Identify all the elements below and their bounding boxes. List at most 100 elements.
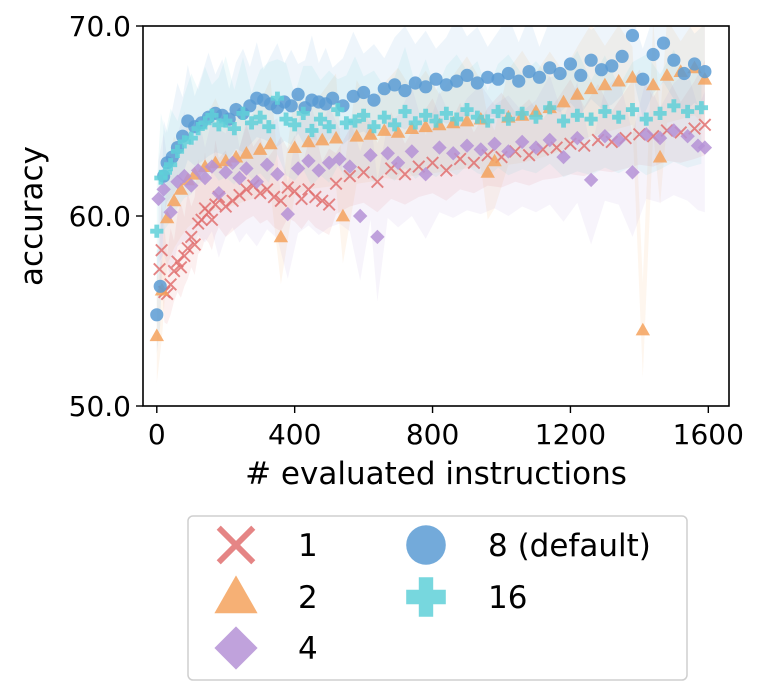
point-s3-22 xyxy=(284,99,298,113)
point-s4-47 xyxy=(584,112,598,126)
point-s0-10 xyxy=(184,230,198,244)
point-s2-8 xyxy=(204,159,220,174)
legend: 1 2 4 8 (default) 16 xyxy=(187,515,688,681)
point-s3-59 xyxy=(646,47,660,62)
point-s1-17 xyxy=(315,132,330,146)
point-s4-3 xyxy=(163,158,178,172)
point-s1-28 xyxy=(459,113,475,127)
point-s1-21 xyxy=(363,127,378,140)
point-s3-1 xyxy=(153,279,167,293)
point-s2-6 xyxy=(190,163,206,178)
point-s3-40 xyxy=(450,74,464,88)
point-s1-45 xyxy=(659,68,675,81)
point-s1-48 xyxy=(697,72,713,85)
x-tick-label: 400 xyxy=(268,418,321,451)
point-s2-31 xyxy=(432,140,447,155)
band-2 xyxy=(158,71,705,302)
point-s2-15 xyxy=(259,157,275,172)
point-s2-38 xyxy=(528,140,544,155)
point-s1-38 xyxy=(583,81,599,95)
point-s4-55 xyxy=(694,101,709,115)
point-s0-8 xyxy=(177,249,191,263)
point-s2-40 xyxy=(556,149,571,165)
point-s4-24 xyxy=(331,103,345,117)
point-s2-27 xyxy=(380,146,395,161)
point-s4-54 xyxy=(681,104,695,119)
legend-label: 8 (default) xyxy=(488,528,651,564)
legend-marker-1 xyxy=(214,575,258,614)
point-s0-38 xyxy=(370,175,384,189)
point-s3-55 xyxy=(605,59,619,73)
point-s4-9 xyxy=(205,108,219,122)
point-s2-13 xyxy=(239,161,254,176)
point-s0-35 xyxy=(329,177,343,191)
point-s4-51 xyxy=(639,112,653,126)
point-s0-33 xyxy=(315,194,329,208)
point-s4-11 xyxy=(219,114,233,128)
point-s4-44 xyxy=(543,101,557,115)
x-tick-label: 800 xyxy=(406,418,459,451)
point-s2-7 xyxy=(197,170,213,186)
point-s4-38 xyxy=(470,110,484,124)
point-s0-37 xyxy=(357,165,371,179)
point-s0-4 xyxy=(164,277,178,291)
y-axis-label: accuracy xyxy=(14,146,50,286)
x-tick-label: 1600 xyxy=(673,418,744,451)
point-s0-30 xyxy=(295,192,309,206)
point-s2-20 xyxy=(311,163,326,178)
point-s2-49 xyxy=(680,129,695,144)
point-s2-10 xyxy=(218,165,233,180)
point-s2-22 xyxy=(332,151,347,167)
point-s1-20 xyxy=(349,129,364,142)
point-s2-0 xyxy=(151,191,166,207)
point-s2-44 xyxy=(611,132,626,148)
point-s3-37 xyxy=(419,80,433,94)
point-s3-34 xyxy=(388,78,402,92)
point-s3-28 xyxy=(325,91,340,105)
point-s0-7 xyxy=(174,260,188,274)
point-s3-38 xyxy=(429,72,443,86)
point-s0-45 xyxy=(467,156,481,170)
y-axis: 50.0 60.0 70.0 xyxy=(69,10,143,423)
point-s4-29 xyxy=(377,110,391,124)
point-s4-48 xyxy=(598,104,612,119)
point-s1-0 xyxy=(149,328,164,342)
point-s2-36 xyxy=(501,144,516,159)
point-s2-32 xyxy=(446,146,461,161)
point-s0-32 xyxy=(308,190,322,204)
point-s3-44 xyxy=(491,72,505,86)
point-s1-25 xyxy=(418,119,433,133)
point-s2-23 xyxy=(342,159,358,174)
point-s4-7 xyxy=(191,122,205,136)
x-axis: 0 400 800 1200 1600 xyxy=(148,406,744,451)
point-s3-43 xyxy=(481,70,495,84)
point-s4-43 xyxy=(529,110,543,124)
point-s0-5 xyxy=(167,264,181,278)
point-s4-37 xyxy=(460,103,474,117)
point-s3-39 xyxy=(439,78,453,92)
point-s2-43 xyxy=(597,129,613,144)
point-s4-0 xyxy=(150,224,164,238)
y-tick-label: 60.0 xyxy=(69,200,131,233)
point-s4-25 xyxy=(339,116,353,130)
point-s4-20 xyxy=(296,106,310,120)
point-s2-9 xyxy=(211,186,227,201)
point-s1-40 xyxy=(611,73,626,87)
point-s3-45 xyxy=(501,66,515,81)
point-s4-26 xyxy=(348,114,362,128)
point-s4-46 xyxy=(570,108,584,122)
point-s3-53 xyxy=(584,53,598,67)
point-s3-31 xyxy=(357,85,371,100)
point-s2-39 xyxy=(542,132,557,148)
point-s4-27 xyxy=(357,108,371,122)
point-s4-32 xyxy=(408,116,422,130)
x-tick-label: 0 xyxy=(148,418,166,451)
point-s2-47 xyxy=(652,130,668,146)
x-tick-label: 1200 xyxy=(535,418,606,451)
point-s0-28 xyxy=(281,181,295,194)
point-s4-15 xyxy=(253,110,267,124)
point-s4-16 xyxy=(262,120,276,134)
point-s1-43 xyxy=(645,77,661,91)
point-s4-23 xyxy=(322,120,336,134)
